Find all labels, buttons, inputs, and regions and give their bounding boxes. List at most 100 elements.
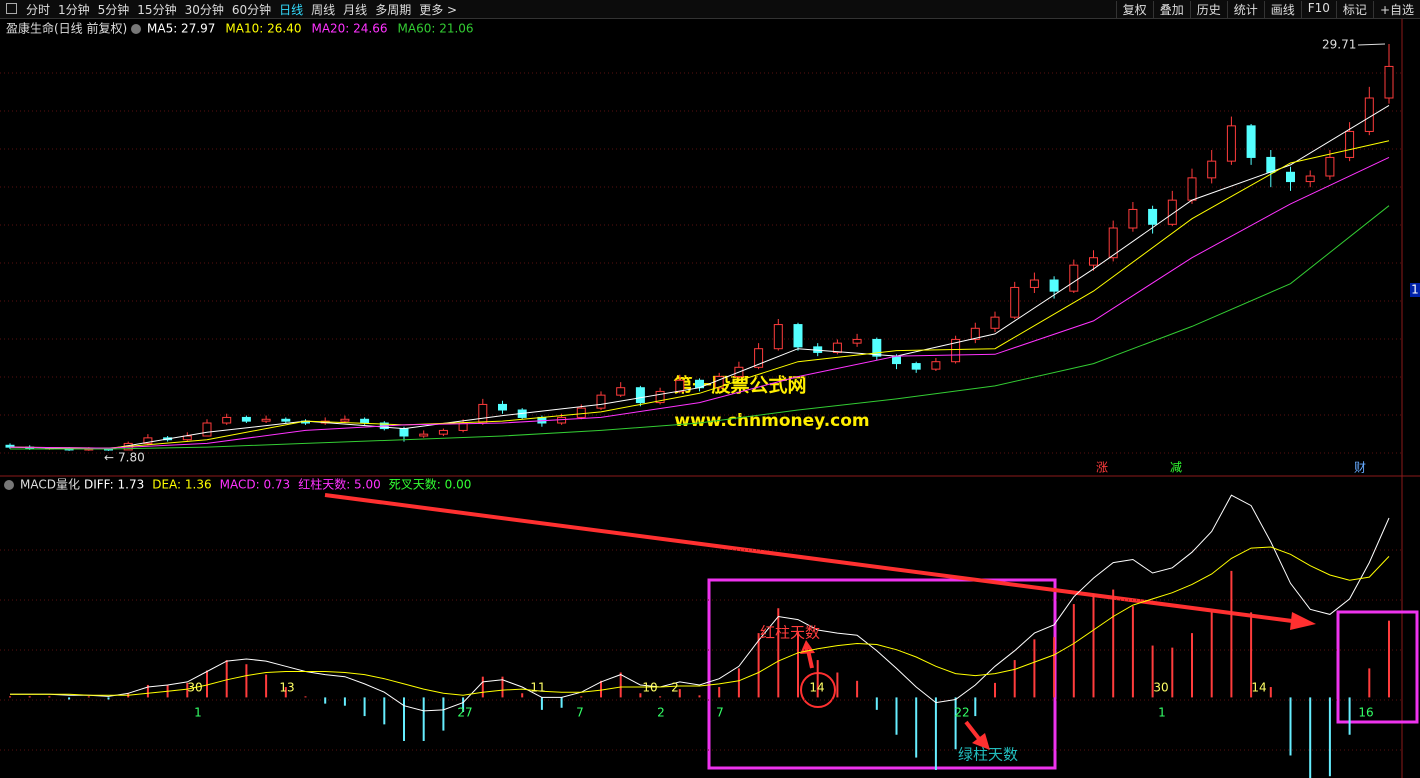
- candle-body: [1049, 279, 1059, 292]
- macd-bar: [403, 697, 405, 741]
- macd-bar: [462, 697, 465, 712]
- bar-count: 2: [671, 681, 679, 695]
- macd-bar: [659, 696, 662, 698]
- macd-bar: [639, 693, 642, 698]
- candle-body: [1108, 227, 1118, 259]
- period-tab[interactable]: 1分钟: [58, 3, 90, 17]
- candle-body: [1305, 175, 1315, 183]
- macd-legend: DEA: 1.36: [152, 478, 211, 492]
- event-marker: 减: [1170, 461, 1182, 475]
- macd-bar: [540, 697, 543, 710]
- macd-legend: 死叉天数: 0.00: [389, 477, 472, 492]
- macd-bar: [265, 674, 268, 698]
- period-tab[interactable]: 60分钟: [231, 3, 272, 17]
- candle-body: [1384, 65, 1394, 99]
- price-title: 盈康生命(日线 前复权): [6, 21, 127, 36]
- candle-body: [1246, 125, 1256, 158]
- macd-bar: [206, 670, 208, 698]
- tool-button[interactable]: 叠加: [1152, 1, 1190, 18]
- period-tab[interactable]: 月线: [343, 3, 368, 17]
- candle-body: [222, 416, 232, 424]
- bar-count: 22: [954, 706, 969, 720]
- macd-bar: [915, 697, 918, 758]
- toolbar: 分时 1分钟 5分钟 15分钟 30分钟 60分钟 日线 周线 月线 多周期 更多 > 复权 叠加 历史…: [0, 0, 1420, 19]
- macd-bar: [836, 672, 839, 698]
- candle-body: [931, 361, 941, 370]
- bar-count: 27: [457, 706, 472, 720]
- annotation: 绿柱天数: [958, 746, 1018, 764]
- macd-bar: [284, 687, 287, 698]
- ma-legend: MA60: 21.06: [398, 22, 474, 36]
- macd-bar: [994, 682, 996, 698]
- period-tab[interactable]: 多周期: [375, 3, 412, 17]
- period-tab[interactable]: 更多 >: [419, 3, 458, 17]
- tool-button[interactable]: 统计: [1226, 1, 1264, 18]
- macd-bar: [777, 608, 780, 698]
- tool-button[interactable]: F10: [1300, 1, 1336, 18]
- candle-body: [1187, 177, 1197, 201]
- tool-button[interactable]: 复权: [1115, 1, 1153, 18]
- period-tab[interactable]: 15分钟: [137, 3, 177, 17]
- menu-icon[interactable]: [6, 3, 17, 14]
- candle-body: [911, 363, 921, 370]
- macd-bar: [1388, 620, 1390, 698]
- bar-count: 11: [530, 681, 545, 695]
- side-tag-box: [1410, 283, 1420, 297]
- candle-body: [1226, 125, 1236, 162]
- candle-body: [1286, 171, 1295, 183]
- macd-bar: [974, 697, 977, 717]
- candle-body: [399, 428, 409, 437]
- macd-bar: [383, 697, 386, 725]
- candle-body: [1128, 208, 1138, 229]
- tool-button[interactable]: 历史: [1189, 1, 1227, 18]
- candle-body: [360, 418, 370, 424]
- macd-bar: [718, 687, 721, 698]
- macd-bar: [1348, 697, 1351, 735]
- candle-body: [576, 407, 586, 418]
- candle-body: [143, 437, 153, 444]
- candle-body: [1325, 156, 1335, 177]
- period-tab[interactable]: 30分钟: [184, 3, 224, 17]
- macd-toggle[interactable]: [4, 480, 14, 490]
- candle-body: [951, 338, 961, 363]
- candle-body: [773, 324, 783, 350]
- period-tab[interactable]: 日线: [279, 3, 304, 17]
- macd-bar: [856, 680, 859, 698]
- bar-count: 16: [1358, 706, 1373, 720]
- macd-bar: [875, 697, 878, 710]
- period-tab[interactable]: 分时: [26, 3, 51, 17]
- candle-body: [635, 387, 645, 404]
- low-arrow: ←: [104, 451, 114, 465]
- period-tab[interactable]: 5分钟: [97, 3, 130, 17]
- candle-body: [872, 338, 882, 357]
- macd-bar: [1309, 697, 1312, 778]
- macd-bar: [422, 697, 425, 741]
- bar-count: 13: [279, 681, 294, 695]
- tool-button[interactable]: 画线: [1263, 1, 1301, 18]
- macd-bar: [1289, 697, 1292, 756]
- event-marker: 财: [1354, 461, 1366, 475]
- candle-body: [655, 390, 665, 404]
- tool-button[interactable]: 标记: [1335, 1, 1373, 18]
- candle-body: [498, 403, 507, 411]
- candle-body: [1148, 208, 1158, 225]
- candle-body: [1364, 97, 1374, 132]
- candle-body: [438, 429, 448, 435]
- bar-count: 30: [1153, 681, 1168, 695]
- macd-bar: [1072, 604, 1075, 698]
- candle-body: [1167, 199, 1177, 225]
- candle-body: [675, 379, 685, 392]
- watermark-url: www.chnmoney.com: [674, 411, 869, 431]
- period-tabs: 分时 1分钟 5分钟 15分钟 30分钟 60分钟 日线 周线 月线 多周期 更多 >: [26, 1, 457, 18]
- macd-bar: [797, 631, 799, 698]
- side-tag: 1: [1411, 283, 1419, 297]
- period-tab[interactable]: 周线: [311, 3, 336, 17]
- candle-body: [616, 387, 626, 396]
- macd-bar: [1033, 639, 1036, 698]
- bar-count: 2: [657, 706, 665, 720]
- ma-toggle[interactable]: [131, 24, 141, 34]
- tool-button[interactable]: +自选: [1372, 1, 1420, 18]
- bar-count: 10: [642, 681, 657, 695]
- macd-bar: [934, 697, 937, 770]
